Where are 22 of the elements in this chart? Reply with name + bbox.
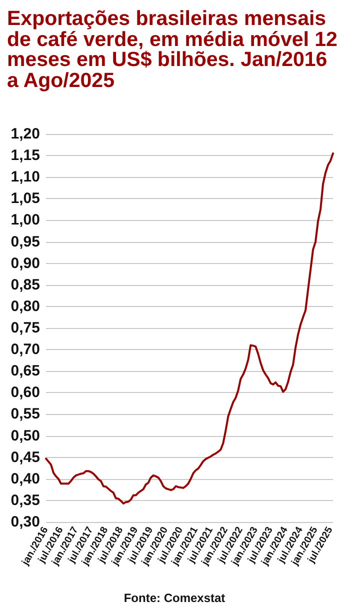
y-tick-label: 0,35 <box>10 492 40 509</box>
y-tick-label: 0,40 <box>10 470 40 488</box>
y-tick-label: 0,30 <box>10 514 40 530</box>
y-tick-label: 1,05 <box>10 190 40 208</box>
y-tick-label: 0,60 <box>10 384 40 402</box>
y-tick-label: 0,85 <box>10 276 40 294</box>
y-tick-label: 0,70 <box>10 341 40 358</box>
y-tick-label: 0,90 <box>10 254 40 272</box>
y-tick-label: 0,45 <box>10 448 40 466</box>
y-tick-label: 0,95 <box>10 233 40 250</box>
y-tick-label: 1,15 <box>10 147 40 164</box>
chart-title: Exportações brasileiras mensais de café verde, em média móvel 12 meses em US$ bilhões. Jan/2016 a Ago/2025 <box>7 7 338 92</box>
line-series <box>45 152 334 504</box>
y-tick-label: 0,80 <box>10 298 40 315</box>
y-tick-label: 1,10 <box>10 168 40 186</box>
y-tick-label: 0,50 <box>10 427 40 444</box>
y-tick-label: 1,00 <box>10 212 40 229</box>
y-tick-label: 0,55 <box>10 406 40 423</box>
y-tick-label: 0,65 <box>10 362 40 380</box>
y-tick-label: 0,75 <box>10 320 40 336</box>
source-note: Fonte: Comexstat <box>122 591 226 605</box>
y-tick-label: 1,20 <box>10 126 40 142</box>
